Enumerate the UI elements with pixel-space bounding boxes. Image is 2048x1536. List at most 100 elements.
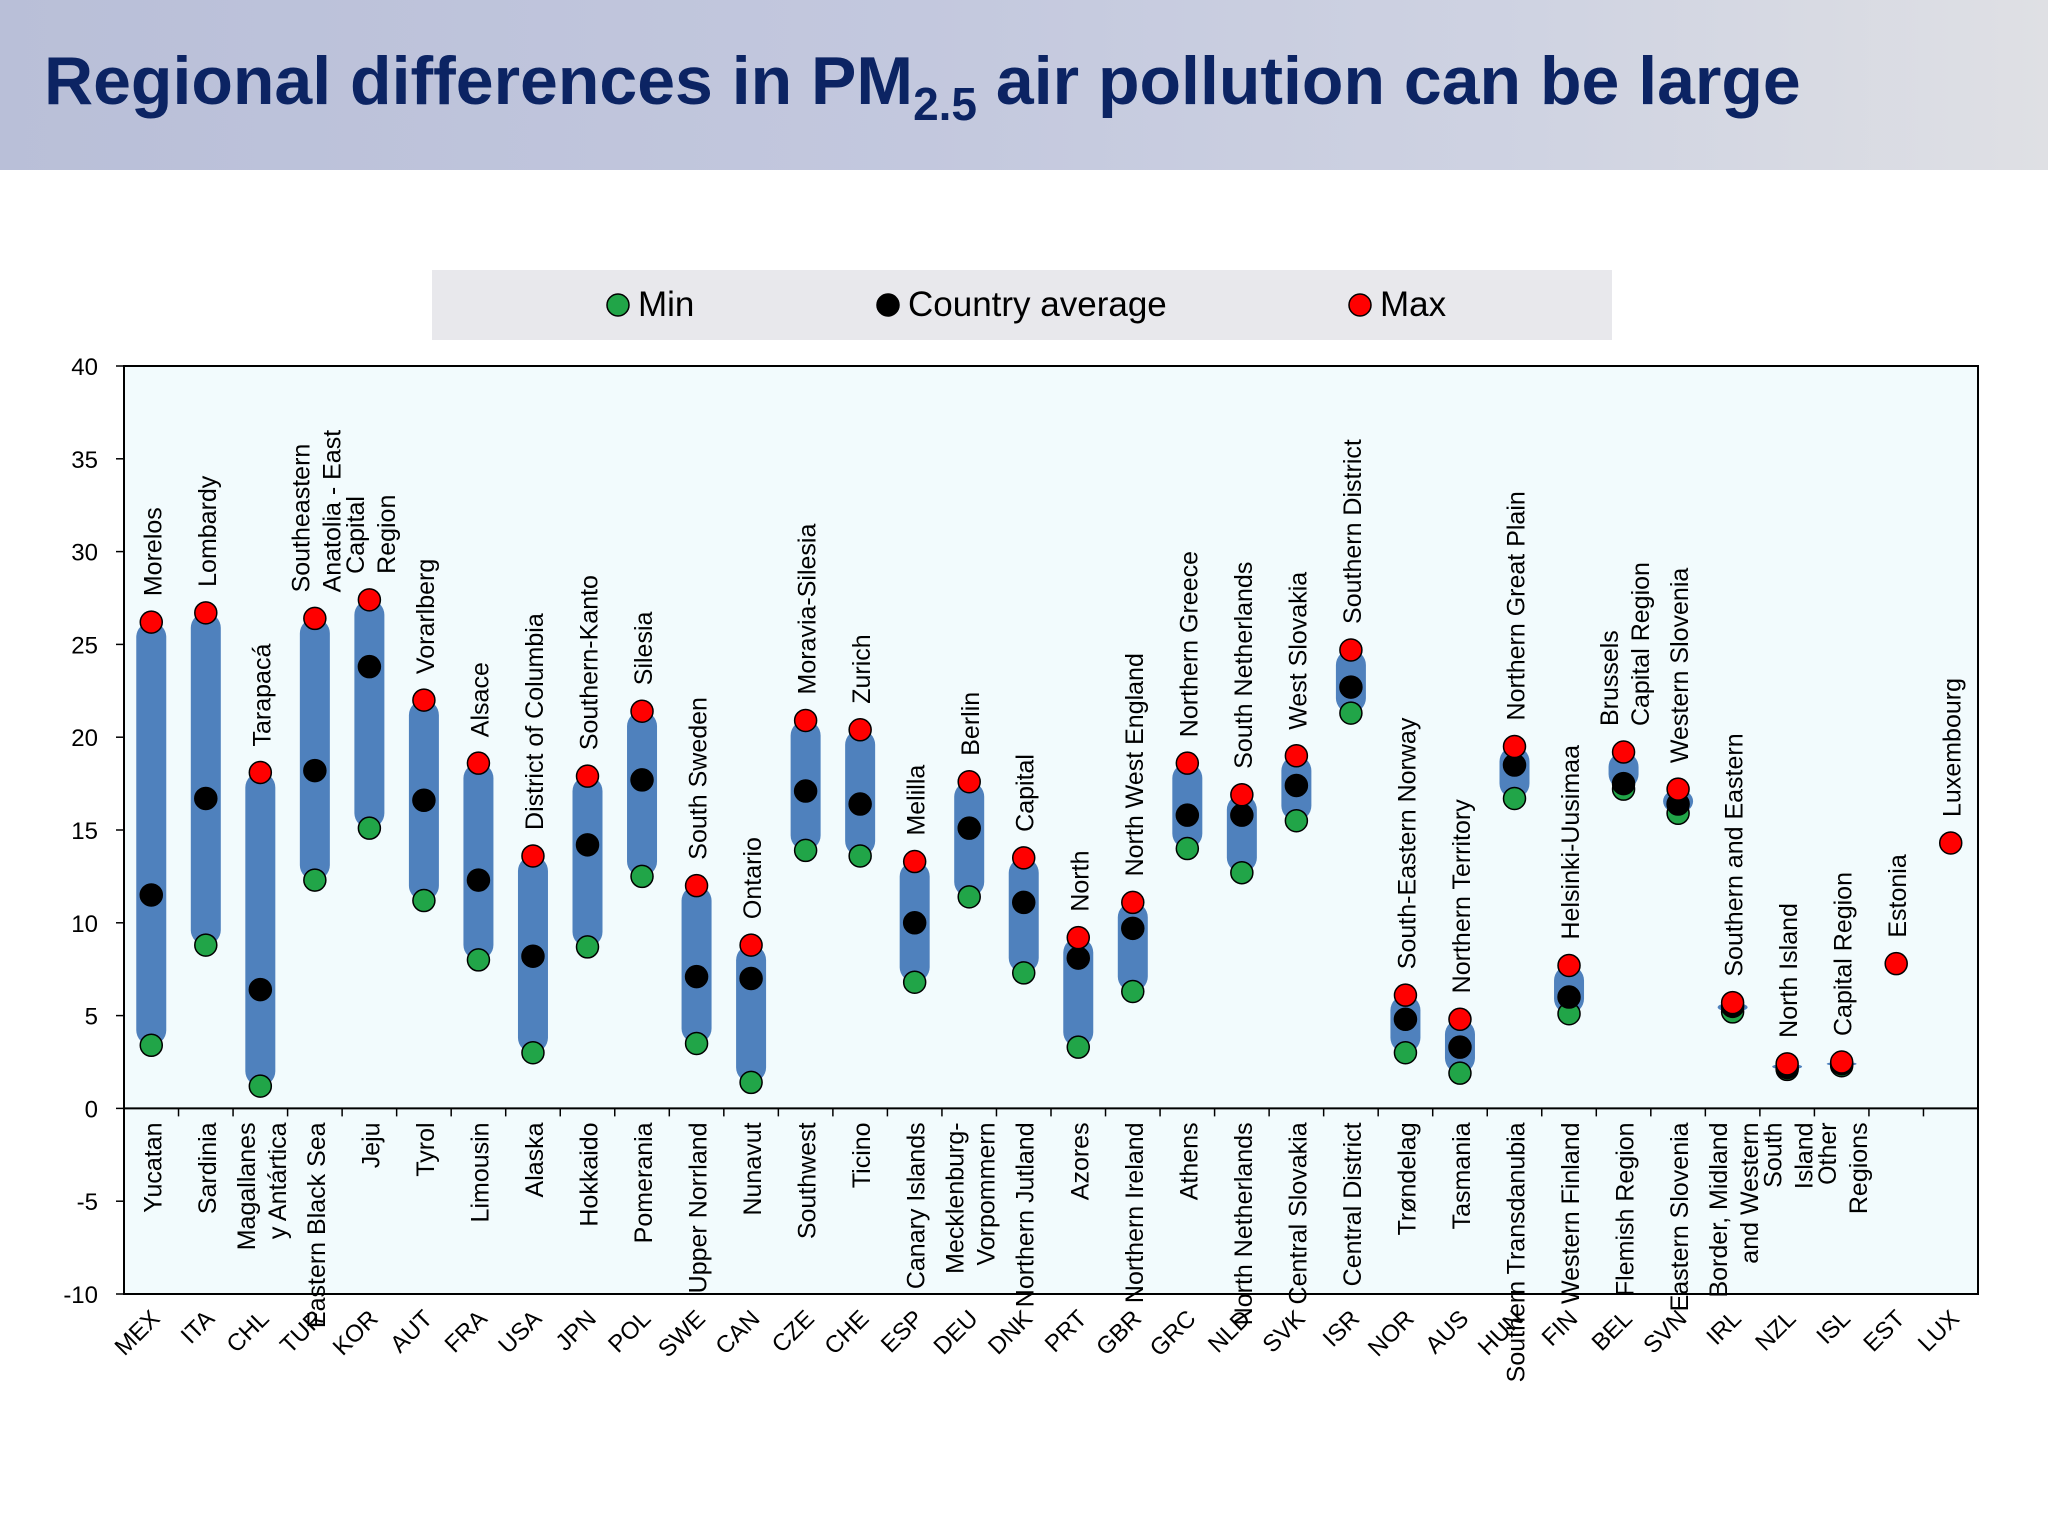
min-region-label-JPN: Hokkaido [576, 1122, 604, 1226]
range-bar-GBR [1117, 902, 1148, 992]
legend-marker-avg [876, 293, 900, 317]
avg-point-AUT [412, 788, 436, 813]
y-tick-label: 10 [71, 911, 98, 938]
max-region-label-ISR: Southern District [1339, 439, 1367, 624]
y-tick-label: -5 [77, 1189, 98, 1216]
avg-point-CZE [793, 779, 818, 803]
max-region-label-KOR: Region [373, 495, 401, 574]
min-region-label-ISL: Other [1814, 1122, 1842, 1185]
max-region-label-KOR: Capital [342, 496, 370, 574]
avg-point-SVK [1284, 773, 1309, 798]
x-category-label-USA: USA [493, 1305, 547, 1359]
max-point-POL [630, 699, 654, 723]
min-region-label-GBR: Northern Ireland [1121, 1122, 1149, 1303]
avg-point-AUS [1448, 1035, 1472, 1059]
x-category-label-POL: POL [603, 1305, 656, 1358]
max-point-ISR [1339, 638, 1363, 662]
max-point-LUX [1938, 831, 1963, 855]
x-category-label-AUS: AUS [1420, 1305, 1474, 1359]
max-point-CHL [248, 760, 273, 785]
min-region-label-IRL: Border, Midland [1705, 1122, 1733, 1297]
min-point-TUR [303, 868, 327, 892]
max-point-SWE [684, 873, 709, 898]
avg-point-PRT [1066, 946, 1091, 970]
y-tick-label: 20 [71, 725, 98, 752]
legend-marker-max [1348, 293, 1372, 317]
min-point-CHL [248, 1074, 273, 1098]
max-region-label-GBR: North West England [1121, 653, 1149, 876]
min-region-label-SVN: Eastern Slovenia [1666, 1122, 1694, 1311]
x-category-label-NZL: NZL [1750, 1305, 1801, 1356]
min-region-label-FIN: Western Finland [1557, 1122, 1585, 1304]
max-region-label-FIN: Helsinki-Uusimaa [1557, 745, 1585, 940]
min-region-label-POL: Pomerania [630, 1122, 658, 1243]
min-region-label-ISR: Central District [1339, 1122, 1367, 1286]
min-point-NOR [1393, 1040, 1418, 1065]
x-category-label-FIN: FIN [1537, 1305, 1583, 1351]
min-point-MEX [139, 1033, 164, 1058]
min-point-ISR [1339, 701, 1363, 725]
chart-legend: Min Country average Max [432, 270, 1612, 340]
max-region-label-DNK: Capital [1012, 754, 1040, 832]
x-category-label-ITA: ITA [176, 1305, 220, 1349]
max-region-label-CAN: Ontario [739, 837, 767, 919]
max-point-FIN [1557, 953, 1581, 978]
max-point-IRL [1720, 990, 1745, 1015]
avg-point-CHE [848, 792, 872, 816]
max-region-label-SWE: South Sweden [685, 697, 713, 860]
x-category-label-GRC: GRC [1145, 1305, 1202, 1362]
max-point-NOR [1393, 983, 1418, 1007]
max-region-label-CHL: Tarapacá [248, 644, 276, 747]
avg-point-DEU [957, 816, 981, 840]
max-point-MEX [139, 610, 164, 634]
y-tick-label: 30 [71, 540, 98, 567]
min-point-DEU [957, 885, 981, 909]
max-point-AUS [1448, 1007, 1472, 1032]
avg-point-FIN [1557, 985, 1581, 1009]
max-region-label-CHE: Zurich [848, 634, 876, 703]
avg-point-ISR [1339, 675, 1363, 699]
max-point-DNK [1011, 846, 1036, 870]
min-point-SWE [684, 1031, 709, 1056]
min-point-USA [521, 1040, 545, 1065]
max-region-label-ESP: Melilla [903, 765, 931, 836]
title-main: Regional differences in PM [44, 43, 914, 119]
min-region-label-CAN: Nunavut [739, 1122, 767, 1215]
min-point-ESP [902, 970, 927, 994]
min-region-label-FRA: Limousin [466, 1122, 494, 1222]
min-point-CHE [848, 844, 872, 868]
max-point-PRT [1066, 925, 1091, 950]
max-point-NZL [1775, 1052, 1799, 1076]
x-category-label-JPN: JPN [551, 1305, 602, 1356]
min-region-label-IRL: and Western [1736, 1122, 1764, 1263]
legend-label-min: Min [638, 285, 694, 324]
range-bar-DNK [1008, 857, 1039, 973]
max-region-label-FRA: Alsace [466, 662, 494, 737]
max-region-label-JPN: Southern-Kanto [576, 575, 604, 750]
max-region-label-POL: Silesia [630, 611, 658, 685]
min-region-label-AUS: Tasmania [1448, 1122, 1476, 1229]
min-region-label-KOR: Jeju [357, 1122, 385, 1168]
max-region-label-PRT: North [1066, 851, 1094, 912]
max-point-JPN [575, 764, 600, 788]
avg-point-ESP [902, 911, 927, 935]
max-point-KOR [357, 588, 382, 612]
min-point-AUS [1448, 1061, 1472, 1085]
x-category-label-SVN: SVN [1638, 1305, 1692, 1359]
avg-point-GRC [1175, 803, 1200, 827]
avg-point-NLD [1230, 803, 1254, 827]
range-bar-JPN [572, 776, 603, 947]
x-category-label-ESP: ESP [876, 1305, 929, 1358]
min-region-label-DEU: Mecklenburg- [942, 1122, 970, 1273]
max-point-HUN [1502, 734, 1527, 759]
max-region-label-LUX: Luxembourg [1939, 678, 1967, 817]
min-region-label-GRC: Athens [1175, 1122, 1203, 1200]
x-category-label-DEU: DEU [929, 1305, 984, 1360]
max-region-label-SVK: West Slovakia [1284, 572, 1312, 730]
max-point-SVN [1666, 777, 1690, 801]
legend-label-avg: Country average [908, 285, 1167, 324]
min-region-label-SWE: Upper Norrland [685, 1122, 713, 1293]
range-bar-POL [627, 711, 658, 877]
x-category-label-FRA: FRA [440, 1305, 493, 1358]
